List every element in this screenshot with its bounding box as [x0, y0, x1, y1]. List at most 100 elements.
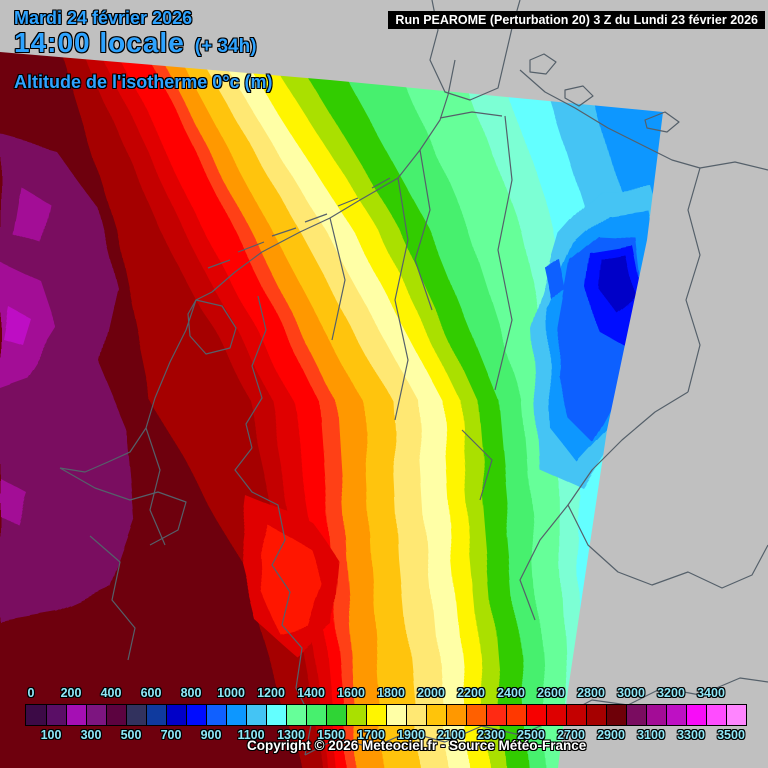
legend-swatch [446, 705, 466, 725]
legend-swatch [646, 705, 666, 725]
country-borders [59, 0, 768, 756]
legend-label-bottom: 2700 [557, 728, 585, 742]
legend-label-bottom: 3100 [637, 728, 665, 742]
magenta-3100m-c [0, 478, 26, 522]
legend-label-bottom: 1300 [277, 728, 305, 742]
legend-swatch [486, 705, 506, 725]
legend-swatch [626, 705, 646, 725]
legend-swatch [686, 705, 706, 725]
legend-swatch [426, 705, 446, 725]
copyright-text: Copyright © 2026 Meteociel.fr - Source M… [247, 738, 587, 753]
border-path [461, 429, 493, 501]
legend-swatch [666, 705, 686, 725]
border-path [329, 217, 346, 341]
legend-label-bottom: 500 [120, 728, 142, 742]
forecast-offset: (+ 34h) [194, 36, 257, 57]
red-low-blob-core [258, 525, 322, 632]
legend-label-top: 200 [60, 686, 82, 700]
field-title: Altitude de l'isotherme 0°c (m) [14, 72, 273, 92]
magenta-3200m-dot [2, 306, 30, 344]
legend-swatch [286, 705, 306, 725]
border-path [529, 53, 557, 75]
legend-swatch [586, 705, 606, 725]
legend-swatch [406, 705, 426, 725]
legend-swatch [166, 705, 186, 725]
border-path [564, 85, 594, 107]
border-path [429, 0, 521, 101]
legend-label-top: 3200 [657, 686, 685, 700]
legend-label-top: 3400 [697, 686, 725, 700]
forecast-time-row: 14:00 locale (+ 34h) [14, 27, 257, 59]
border-path [567, 391, 768, 589]
border-path [211, 59, 456, 293]
legend-label-bottom: 2300 [477, 728, 505, 742]
border-path [89, 535, 136, 661]
legend-label-top: 1400 [297, 686, 325, 700]
border-path [644, 111, 680, 133]
legend-swatch [706, 705, 726, 725]
border-path [207, 177, 391, 269]
legend-label-bottom: 1700 [357, 728, 385, 742]
legend-swatch [106, 705, 126, 725]
legend-label-top: 2400 [497, 686, 525, 700]
legend-label-top: 800 [180, 686, 202, 700]
legend-colorbar [25, 704, 747, 726]
legend-label-bottom: 2900 [597, 728, 625, 742]
legend-label-top: 2200 [457, 686, 485, 700]
legend-swatch [466, 705, 486, 725]
legend-swatch [66, 705, 86, 725]
isotherm-field [0, 52, 663, 768]
border-path [245, 295, 267, 449]
legend-swatch [506, 705, 526, 725]
legend-label-top: 1600 [337, 686, 365, 700]
legend-label-bottom: 300 [80, 728, 102, 742]
legend-label-bottom: 3500 [717, 728, 745, 742]
legend-label-bottom: 1900 [397, 728, 425, 742]
legend-swatch [206, 705, 226, 725]
border-path [59, 467, 187, 546]
legend-label-bottom: 1500 [317, 728, 345, 742]
legend-label-bottom: 2500 [517, 728, 545, 742]
legend-swatch [386, 705, 406, 725]
legend-swatch [186, 705, 206, 725]
legend-swatch [26, 705, 46, 725]
legend-label-top: 1200 [257, 686, 285, 700]
legend-swatch [46, 705, 66, 725]
legend-swatch [226, 705, 246, 725]
darkblue-700m-core [602, 258, 636, 312]
magenta-3100m-b [14, 188, 52, 246]
border-path [187, 299, 237, 355]
legend-label-bottom: 100 [40, 728, 62, 742]
border-path [145, 427, 166, 546]
legend-swatch [126, 705, 146, 725]
magenta-3100m-a [0, 262, 58, 388]
legend-label-top: 0 [27, 686, 35, 700]
legend-swatch [526, 705, 546, 725]
legend-label-top: 2000 [417, 686, 445, 700]
border-path [519, 504, 569, 621]
border-path [414, 149, 433, 311]
forecast-time: 14:00 locale [14, 27, 185, 58]
border-path [394, 177, 409, 421]
border-path [234, 447, 313, 756]
border-path [519, 69, 768, 171]
border-path [494, 115, 513, 391]
legend-swatch [86, 705, 106, 725]
legend-swatch [726, 705, 746, 725]
legend-label-top: 1000 [217, 686, 245, 700]
border-path [439, 111, 503, 119]
legend-label-top: 2600 [537, 686, 565, 700]
legend-swatch [146, 705, 166, 725]
legend-swatch [606, 705, 626, 725]
legend-label-bottom: 2100 [437, 728, 465, 742]
run-info-banner: Run PEAROME (Perturbation 20) 3 Z du Lun… [388, 11, 765, 29]
legend-swatch [366, 705, 386, 725]
border-path [59, 291, 213, 473]
border-path [304, 677, 768, 756]
purple-3000m-zone [0, 135, 136, 622]
legend-swatch [326, 705, 346, 725]
border-path [685, 167, 701, 393]
legend-label-top: 400 [100, 686, 122, 700]
legend-label-top: 3000 [617, 686, 645, 700]
